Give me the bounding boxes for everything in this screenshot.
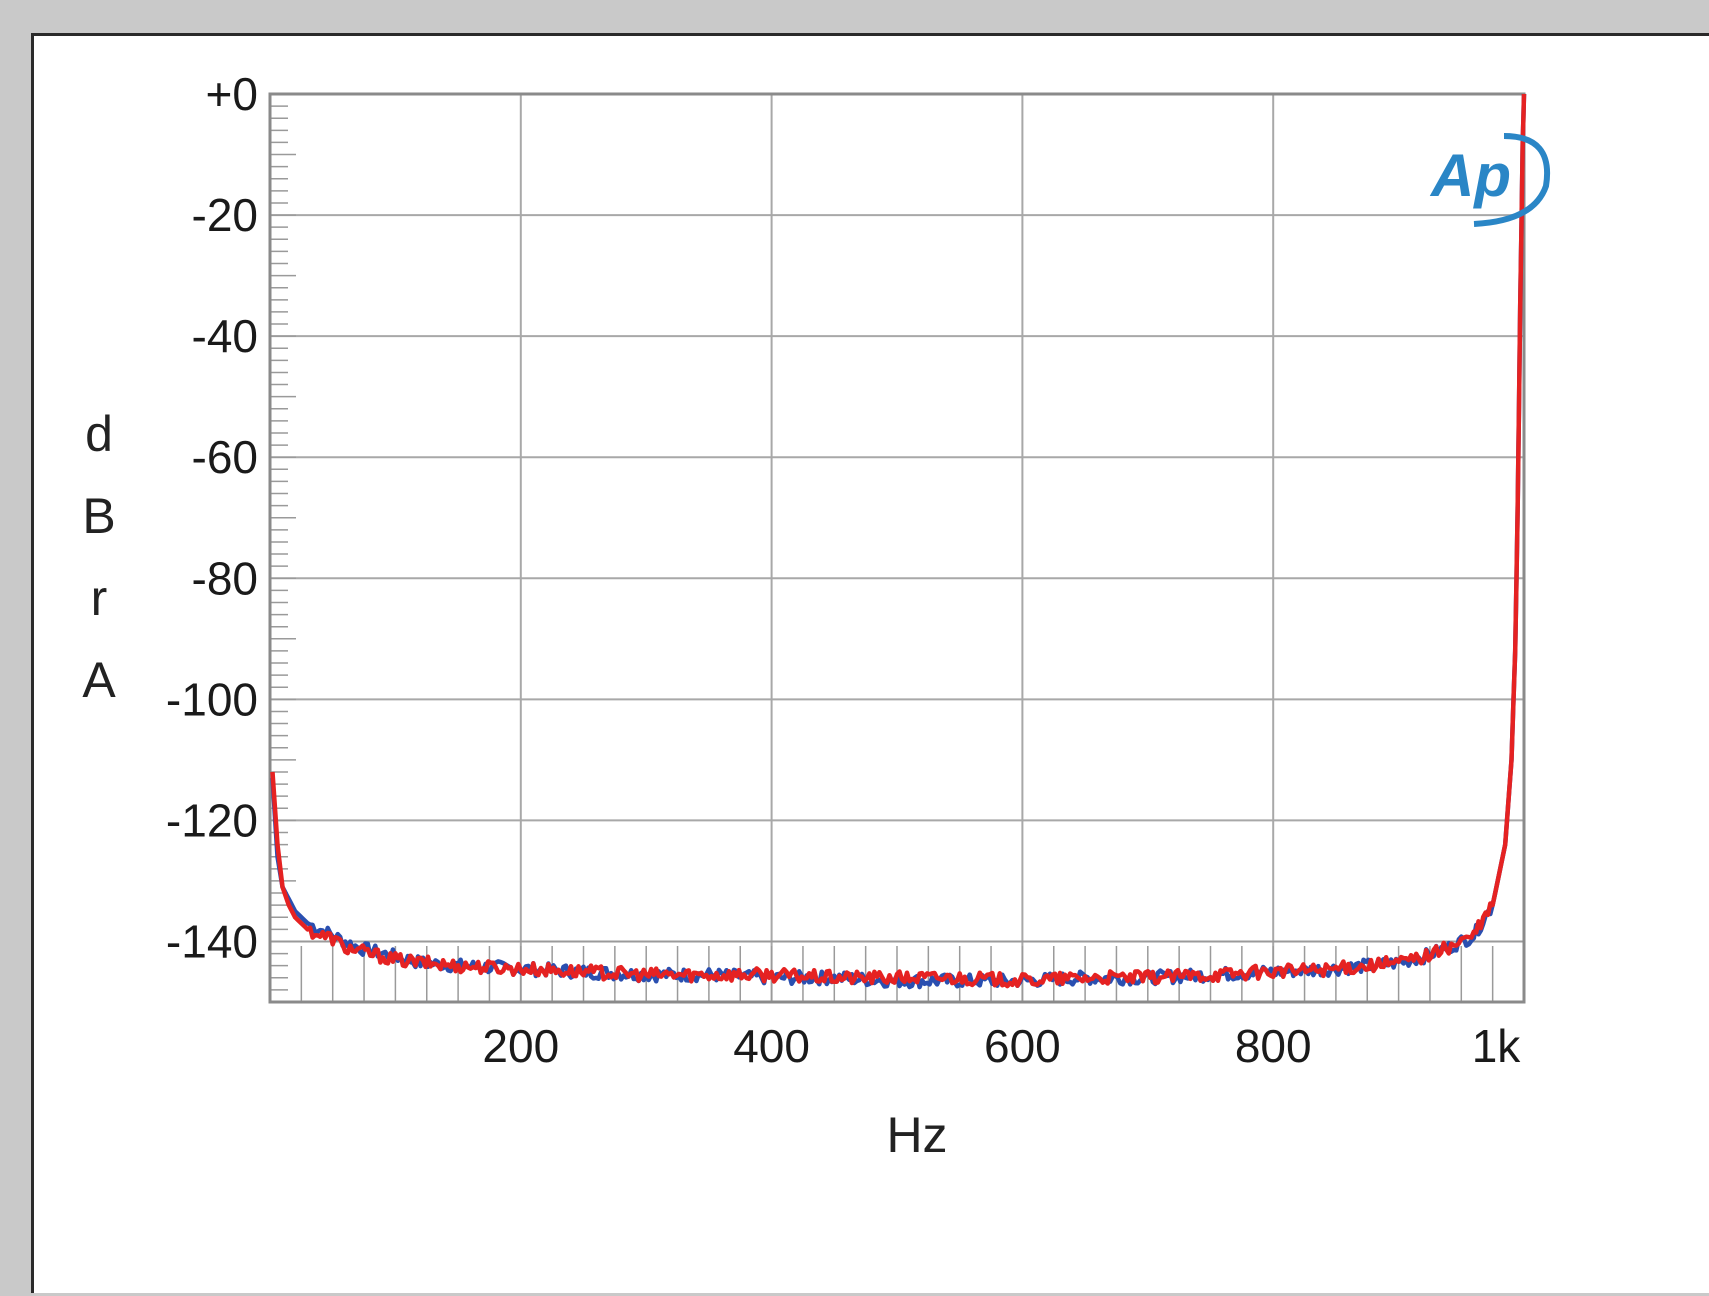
minor-ticks [269,93,1525,1003]
y-tick-label: -80 [192,552,258,604]
grid-lines [270,93,1525,1002]
chart-frame: 200 400 600 800 1k +0 -20 -40 -60 -80 -100 -120 -14… [31,33,1709,1293]
plot-border [268,92,1526,1004]
y-axis-title-letter: A [82,652,116,708]
x-tick-label: 800 [1235,1020,1312,1072]
y-axis-title-letter: r [91,570,108,626]
frequency-response-chart: 200 400 600 800 1k +0 -20 -40 -60 -80 -100 -120 -14… [82,68,1551,1163]
x-tick-labels: 200 400 600 800 1k [482,1020,1521,1072]
x-axis-title: Hz [886,1107,947,1163]
series-line-2 [270,93,1527,989]
x-tick-label: 1k [1472,1020,1522,1072]
series-layer [270,93,1527,990]
y-tick-label: -60 [192,431,258,483]
y-tick-label: -20 [192,189,258,241]
ap-logo: Ap [1429,133,1551,227]
y-axis-title-letter: d [85,406,113,462]
y-tick-label: -40 [192,310,258,362]
y-tick-label: -120 [166,794,258,846]
ap-logo-text: Ap [1429,142,1511,209]
y-tick-label: -140 [166,915,258,967]
series-line-1 [270,93,1527,990]
x-tick-label: 200 [482,1020,559,1072]
x-tick-label: 600 [984,1020,1061,1072]
y-tick-label: +0 [206,68,258,120]
y-tick-labels: +0 -20 -40 -60 -80 -100 -120 -140 [166,68,258,967]
ap-logo-swoosh [1473,133,1551,227]
y-axis-title-letter: B [82,488,115,544]
y-tick-label: -100 [166,673,258,725]
x-tick-label: 400 [733,1020,810,1072]
